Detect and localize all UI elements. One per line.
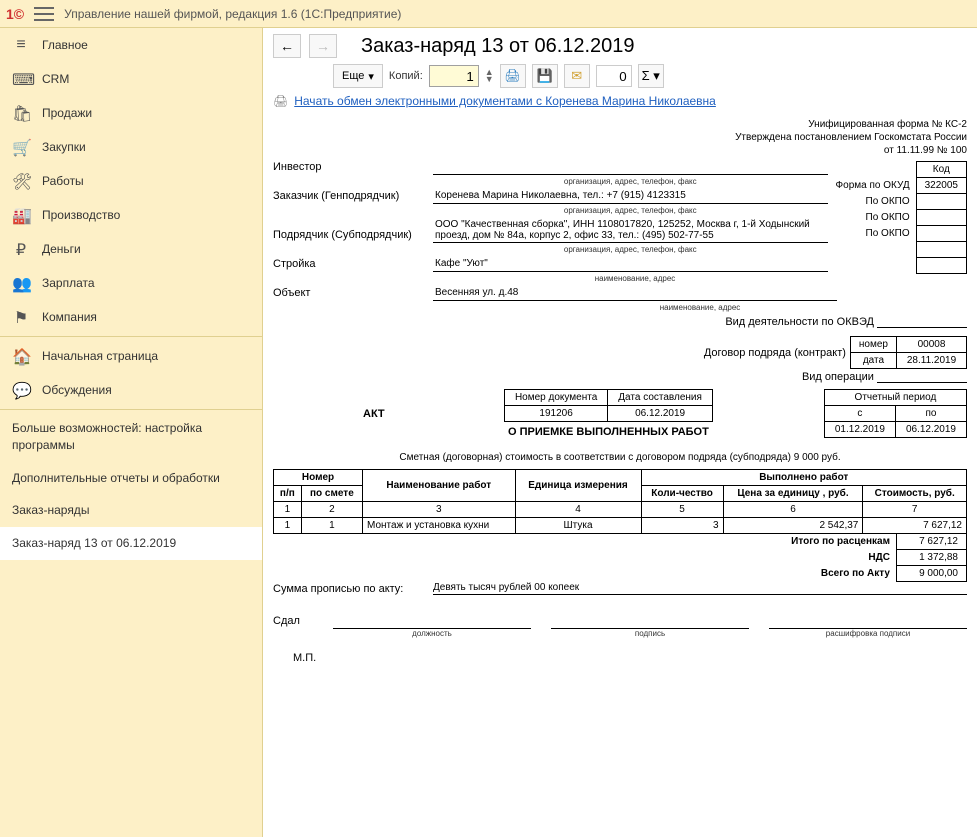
- act-table: Номер документаДата составления 19120606…: [504, 389, 713, 422]
- sidebar-item-7[interactable]: 👥 Зарплата: [0, 266, 262, 300]
- copies-input[interactable]: [429, 65, 479, 87]
- sidebar-label: Закупки: [42, 140, 86, 154]
- works-table: Номер Наименование работ Единица измерен…: [273, 469, 967, 534]
- table-row: 11Монтаж и установка кухниШтука32 542,37…: [274, 518, 967, 534]
- code-table: Код Форма по ОКУД322005 По ОКПО По ОКПО …: [828, 161, 967, 274]
- sdal-label: Сдал: [273, 615, 313, 638]
- sum-words-value: Девять тысяч рублей 00 копеек: [433, 582, 967, 595]
- sidebar-item-8[interactable]: ⚑ Компания: [0, 300, 262, 334]
- sidebar-sub1-1[interactable]: 💬 Обсуждения: [0, 373, 262, 407]
- object-label: Объект: [273, 287, 433, 301]
- contractor-value: ООО "Качественная сборка", ИНН 110801782…: [433, 219, 828, 243]
- edo-link[interactable]: Начать обмен электронными документами с …: [294, 94, 716, 108]
- sidebar-icon: 🛒: [12, 138, 30, 156]
- titlebar: 1© Управление нашей фирмой, редакция 1.6…: [0, 0, 977, 28]
- contract-label: Договор подряда (контракт): [704, 347, 846, 359]
- period-table: Отчетный период спо 01.12.201906.12.2019: [824, 389, 967, 438]
- sidebar-item-0[interactable]: ≡ Главное: [0, 28, 262, 62]
- form-header-2: Утверждена постановлением Госкомстата Ро…: [273, 131, 967, 144]
- contractor-label: Подрядчик (Субподрядчик): [273, 229, 433, 243]
- mp-label: М.П.: [273, 652, 967, 664]
- sidebar-label: Зарплата: [42, 276, 95, 290]
- form-header-1: Унифицированная форма № КС-2: [273, 118, 967, 131]
- okved-label: Вид деятельности по ОКВЭД: [725, 316, 874, 328]
- hamburger-icon[interactable]: [34, 7, 54, 21]
- app-title: Управление нашей фирмой, редакция 1.6 (1…: [64, 7, 401, 21]
- more-button[interactable]: Еще ▾: [333, 64, 383, 88]
- sidebar-icon: 👥: [12, 274, 30, 292]
- copies-label: Копий:: [389, 70, 423, 82]
- sidebar-icon: ≡: [12, 36, 30, 54]
- sidebar-label: Главное: [42, 38, 88, 52]
- mail-icon[interactable]: ✉: [564, 64, 590, 88]
- sidebar-label: Работы: [42, 174, 84, 188]
- printer-small-icon: 🖨: [273, 94, 288, 108]
- sum-words-label: Сумма прописью по акту:: [273, 583, 433, 595]
- sidebar-label: Компания: [42, 310, 97, 324]
- sidebar-icon: 🏠: [12, 347, 30, 365]
- save-icon[interactable]: 💾: [532, 64, 558, 88]
- investor-value: [433, 161, 828, 175]
- contract-table: номер00008 дата28.11.2019: [850, 336, 967, 369]
- content-area: ← → Заказ-наряд 13 от 06.12.2019 Еще ▾ К…: [263, 28, 977, 837]
- sidebar-icon: 💬: [12, 381, 30, 399]
- sidebar-item-2[interactable]: 🛍 Продажи: [0, 96, 262, 130]
- sidebar-item-3[interactable]: 🛒 Закупки: [0, 130, 262, 164]
- smeta-text: Сметная (договорная) стоимость в соответ…: [273, 452, 967, 463]
- logo-1c: 1©: [6, 6, 24, 22]
- sidebar-sub1-0[interactable]: 🏠 Начальная страница: [0, 339, 262, 373]
- sidebar-sub2-2[interactable]: Заказ-наряды: [0, 494, 262, 527]
- sidebar-icon: ⌨: [12, 70, 30, 88]
- sidebar-label: Производство: [42, 208, 120, 222]
- document-form: Унифицированная форма № КС-2 Утверждена …: [273, 118, 967, 664]
- construction-value: Кафе "Уют": [433, 258, 828, 272]
- operation-label: Вид операции: [802, 371, 874, 383]
- sidebar-sub2-1[interactable]: Дополнительные отчеты и обработки: [0, 462, 262, 495]
- sidebar-item-1[interactable]: ⌨ CRM: [0, 62, 262, 96]
- sigma-button[interactable]: Σ ▾: [638, 64, 664, 88]
- sidebar-sub2-3[interactable]: Заказ-наряд 13 от 06.12.2019: [0, 527, 262, 560]
- sidebar-label: Обсуждения: [42, 383, 112, 397]
- sidebar-icon: 🛠: [12, 172, 30, 190]
- sidebar-icon: 🏭: [12, 206, 30, 224]
- sidebar-label: Начальная страница: [42, 349, 158, 363]
- nav-back-button[interactable]: ←: [273, 34, 301, 58]
- sidebar-icon: ⚑: [12, 308, 30, 326]
- print-icon[interactable]: 🖨: [500, 64, 526, 88]
- sidebar-item-5[interactable]: 🏭 Производство: [0, 198, 262, 232]
- act-title: О ПРИЕМКЕ ВЫПОЛНЕННЫХ РАБОТ: [403, 426, 814, 438]
- sidebar-sub2-0[interactable]: Больше возможностей: настройка программы: [0, 412, 262, 462]
- sidebar-item-6[interactable]: ₽ Деньги: [0, 232, 262, 266]
- customer-value: Коренева Марина Николаевна, тел.: +7 (91…: [433, 190, 828, 204]
- sidebar-icon: ₽: [12, 240, 30, 258]
- totals-table: Итого по расценкам7 627,12 НДС1 372,88 В…: [783, 533, 967, 582]
- copies-spinner[interactable]: ▲▼: [485, 69, 494, 83]
- sidebar-icon: 🛍: [12, 104, 30, 122]
- nav-forward-button[interactable]: →: [309, 34, 337, 58]
- construction-label: Стройка: [273, 258, 433, 272]
- customer-label: Заказчик (Генподрядчик): [273, 190, 433, 204]
- sidebar-label: CRM: [42, 72, 69, 86]
- object-value: Весенняя ул. д.48: [433, 287, 837, 301]
- document-title: Заказ-наряд 13 от 06.12.2019: [361, 35, 635, 58]
- sidebar-label: Деньги: [42, 242, 81, 256]
- sidebar: ≡ Главное ⌨ CRM 🛍 Продажи 🛒 Закупки 🛠 Работы 🏭 Прои…: [0, 28, 263, 837]
- sidebar-item-4[interactable]: 🛠 Работы: [0, 164, 262, 198]
- sigma-input[interactable]: [596, 65, 632, 87]
- sidebar-label: Продажи: [42, 106, 92, 120]
- investor-label: Инвестор: [273, 161, 433, 175]
- form-header-3: от 11.11.99 № 100: [273, 144, 967, 157]
- toolbar: Еще ▾ Копий: ▲▼ 🖨 💾 ✉ Σ ▾: [333, 64, 967, 88]
